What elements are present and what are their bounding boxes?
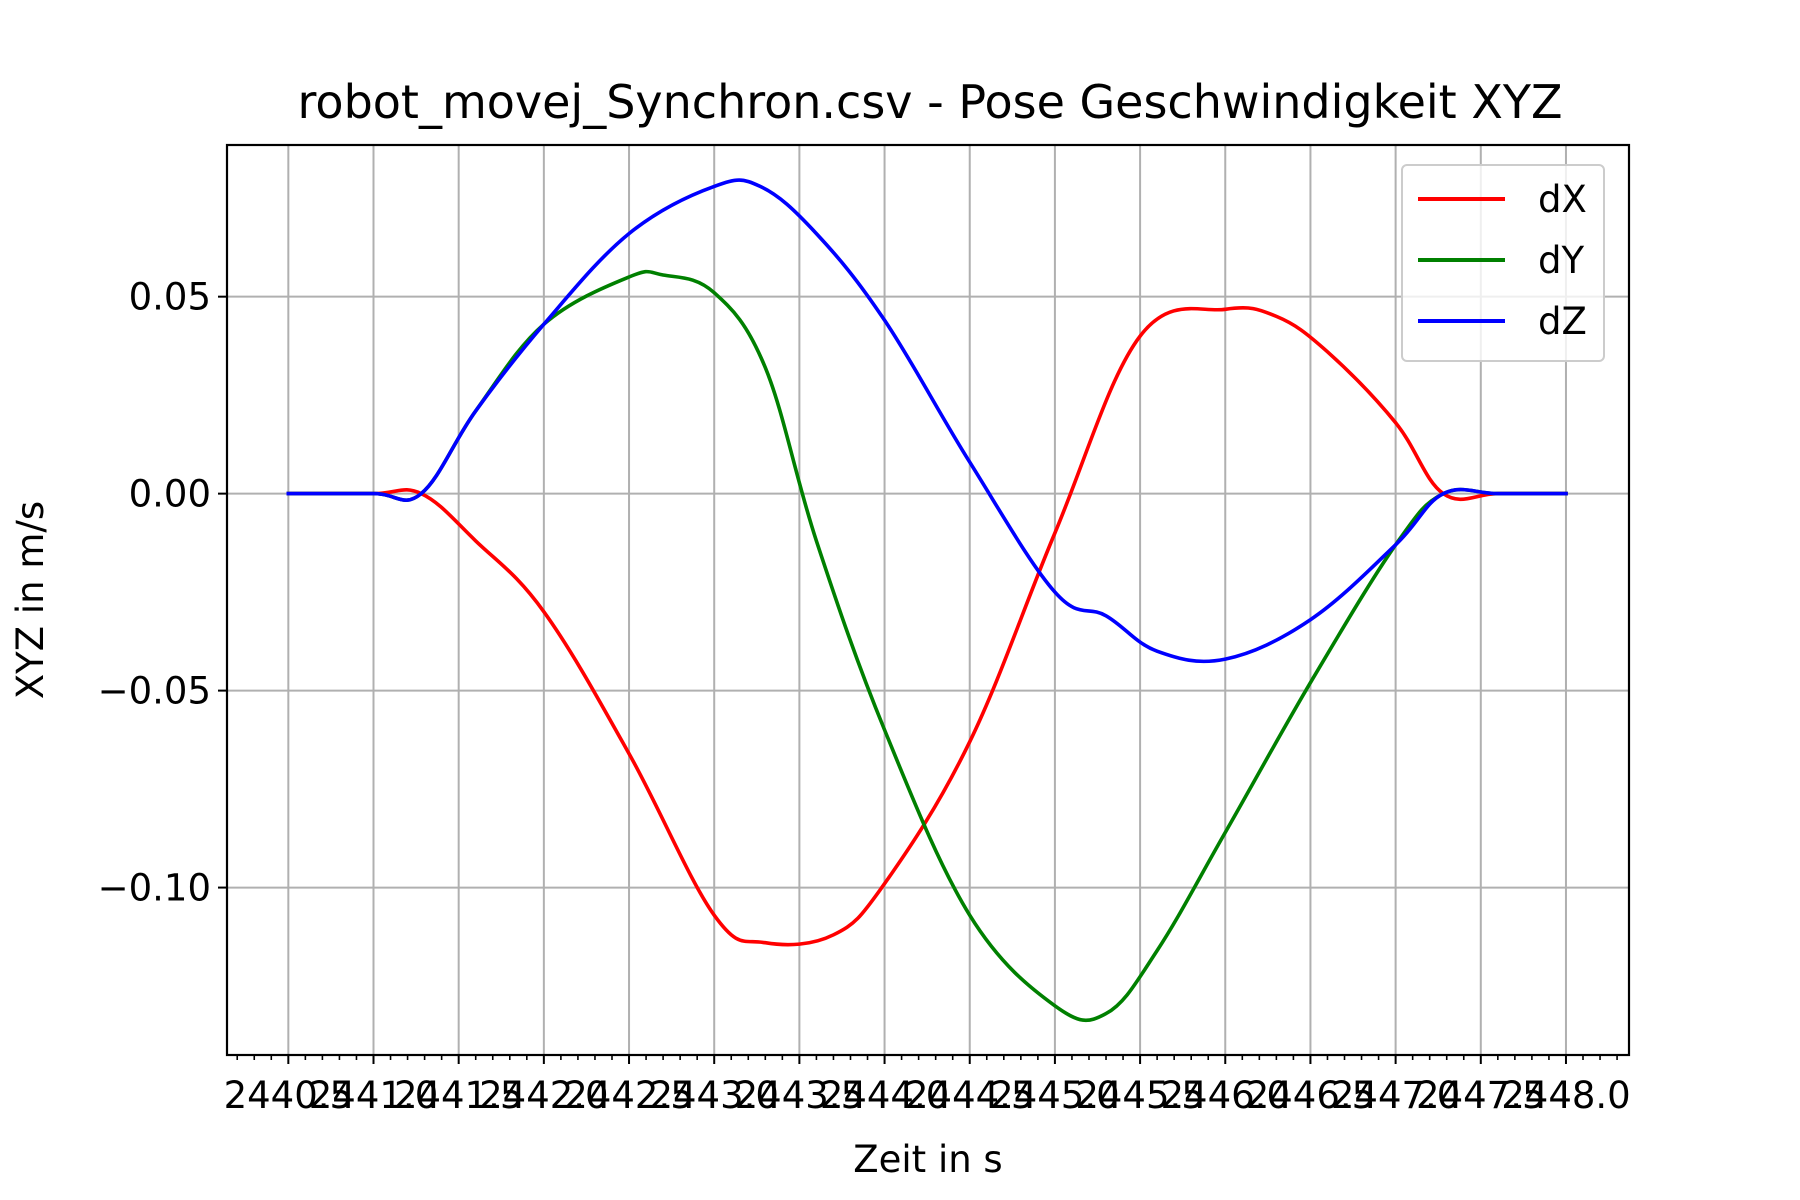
x-tick-label: 2441.5: [394, 1074, 523, 1117]
x-tick-label: 2447.5: [1416, 1074, 1545, 1117]
legend-label: dX: [1538, 178, 1587, 221]
x-tick-label: 2440.5: [224, 1074, 353, 1117]
legend-label: dZ: [1538, 300, 1587, 343]
y-tick-label: 0.05: [129, 276, 211, 319]
chart-title: robot_movej_Synchron.csv - Pose Geschwin…: [298, 75, 1563, 129]
series-layer: [286, 178, 1568, 1022]
x-tick-label: 2444.0: [820, 1074, 949, 1117]
legend-label: dY: [1538, 239, 1584, 282]
series-line-dy: [286, 269, 1568, 1022]
x-axis-label: Zeit in s: [853, 1138, 1002, 1181]
x-tick-label: 2444.5: [905, 1074, 1034, 1117]
legend-box: [1401, 164, 1605, 362]
plot-area-frame: [225, 143, 1631, 1057]
x-tick-label: 2447.0: [1331, 1074, 1460, 1117]
x-tick-label: 2445.5: [1075, 1074, 1204, 1117]
grid-lines: [227, 145, 1629, 1055]
x-tick-label: 2443.0: [649, 1074, 778, 1117]
y-axis-label: XYZ in m/s: [9, 501, 52, 699]
y-axis-ticks: 0.05 0.00 −0.05 −0.10: [98, 276, 227, 910]
y-tick-label: −0.10: [98, 867, 211, 910]
x-tick-label: 2443.5: [735, 1074, 864, 1117]
x-tick-label: 2446.5: [1246, 1074, 1375, 1117]
series-line-dx: [286, 306, 1568, 947]
x-tick-label: 2442.0: [479, 1074, 608, 1117]
legend: dX dY dZ: [1401, 164, 1605, 362]
x-tick-label: 2446.0: [1161, 1074, 1290, 1117]
x-axis-ticks: 2440.52441.02441.52442.02442.52443.02443…: [224, 1055, 1631, 1117]
x-tick-label: 2448.0: [1501, 1074, 1630, 1117]
series-line-dz: [286, 178, 1568, 664]
x-tick-label: 2445.0: [990, 1074, 1119, 1117]
y-tick-label: −0.05: [98, 670, 211, 713]
y-tick-label: 0.00: [129, 473, 211, 516]
x-tick-label: 2441.0: [309, 1074, 438, 1117]
x-tick-label: 2442.5: [564, 1074, 693, 1117]
